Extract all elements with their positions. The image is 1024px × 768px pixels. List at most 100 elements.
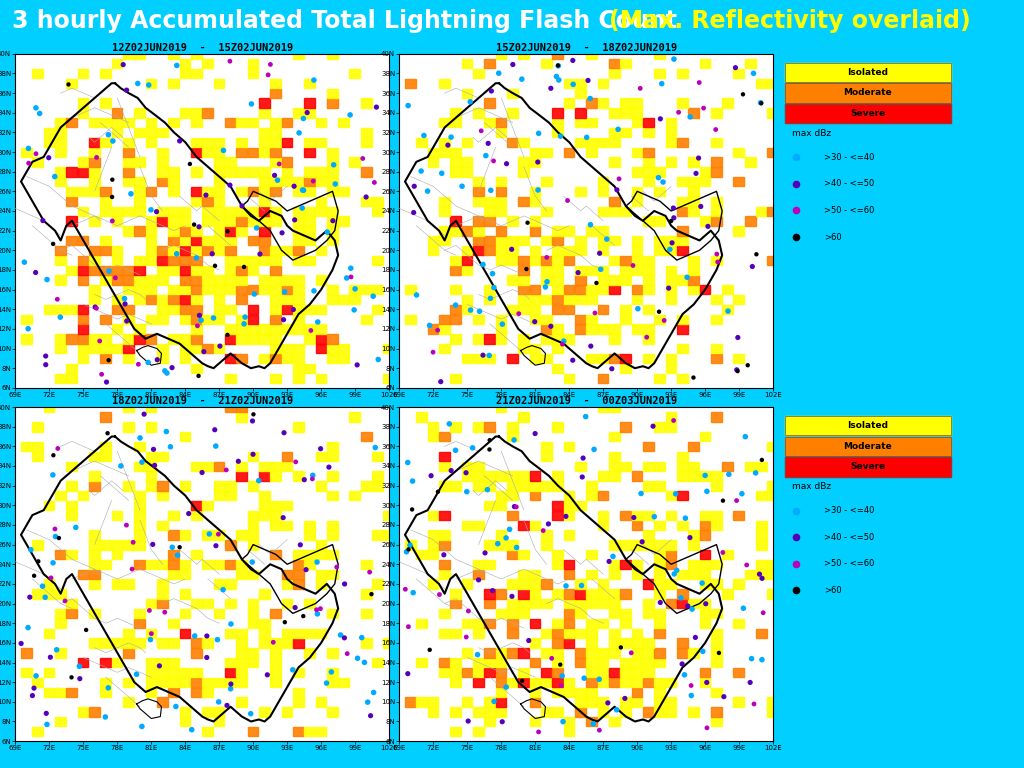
Point [188,252,205,264]
Bar [315,452,327,461]
Point [443,131,460,144]
Bar [214,295,224,304]
Point [223,617,240,630]
Bar [270,462,281,471]
Bar [529,217,541,226]
Bar [417,412,427,422]
Bar [190,462,202,471]
Bar [541,580,552,589]
Text: (Max. Reflectivity overlaid): (Max. Reflectivity overlaid) [609,9,971,33]
Point [499,157,515,170]
Bar [168,677,179,687]
Text: Moderate: Moderate [843,88,892,98]
Bar [248,727,258,737]
Point [356,657,373,669]
Bar [293,668,303,677]
Bar [518,677,529,687]
Point [199,630,215,642]
Point [433,167,450,180]
Point [508,501,524,513]
Bar [259,491,269,501]
Point [276,286,293,298]
Bar [100,638,111,647]
Bar [552,276,563,285]
Point [63,671,80,684]
Bar [22,668,32,677]
Bar [496,589,507,598]
Bar [157,305,168,314]
Bar [67,118,77,127]
Bar [784,416,950,435]
Bar [632,167,642,177]
Bar [563,638,574,647]
Point [666,568,682,580]
Bar [304,217,315,226]
Bar [733,511,744,520]
Bar [484,285,495,294]
Bar [78,187,88,197]
Bar [609,472,620,481]
Bar [677,570,687,579]
Bar [112,550,123,559]
Bar [552,648,563,657]
Bar [78,276,88,285]
Point [692,200,709,213]
Bar [574,108,586,118]
Bar [179,629,190,638]
Bar [496,658,507,667]
Bar [462,88,472,98]
Bar [270,677,281,687]
Bar [214,197,224,206]
Point [679,271,695,283]
Bar [643,580,653,589]
Bar [598,619,608,628]
Bar [282,167,292,177]
Bar [293,276,303,285]
Bar [293,550,303,559]
Bar [484,619,495,628]
Bar [383,511,394,520]
Bar [609,197,620,206]
Bar [157,217,168,226]
Bar [190,687,202,697]
Point [295,112,311,124]
Point [304,469,321,482]
Point [481,443,498,455]
Bar [203,315,213,324]
Bar [360,315,372,324]
Point [275,511,292,524]
Bar [688,276,699,285]
Bar [439,658,450,667]
Point [119,84,135,96]
Point [285,303,301,316]
Point [306,285,323,297]
Bar [643,658,653,667]
Point [324,666,340,678]
Bar [677,599,687,608]
Bar [574,609,586,618]
Point [406,587,422,599]
Bar [214,187,224,197]
Bar [563,560,574,569]
Bar [259,619,269,628]
Bar [552,511,563,520]
Bar [439,147,450,157]
Bar [225,246,236,255]
Point [262,58,279,71]
Point [222,55,239,68]
Bar [598,236,608,245]
Bar [225,285,236,294]
Bar [248,167,258,177]
Bar [134,187,145,197]
Bar [190,334,202,343]
Bar [666,246,676,255]
Bar [304,531,315,540]
Bar [270,315,281,324]
Bar [688,197,699,206]
Bar [157,560,168,569]
Bar [282,157,292,167]
Point [425,346,441,359]
Bar [157,276,168,285]
Bar [598,697,608,707]
Point [119,315,135,327]
